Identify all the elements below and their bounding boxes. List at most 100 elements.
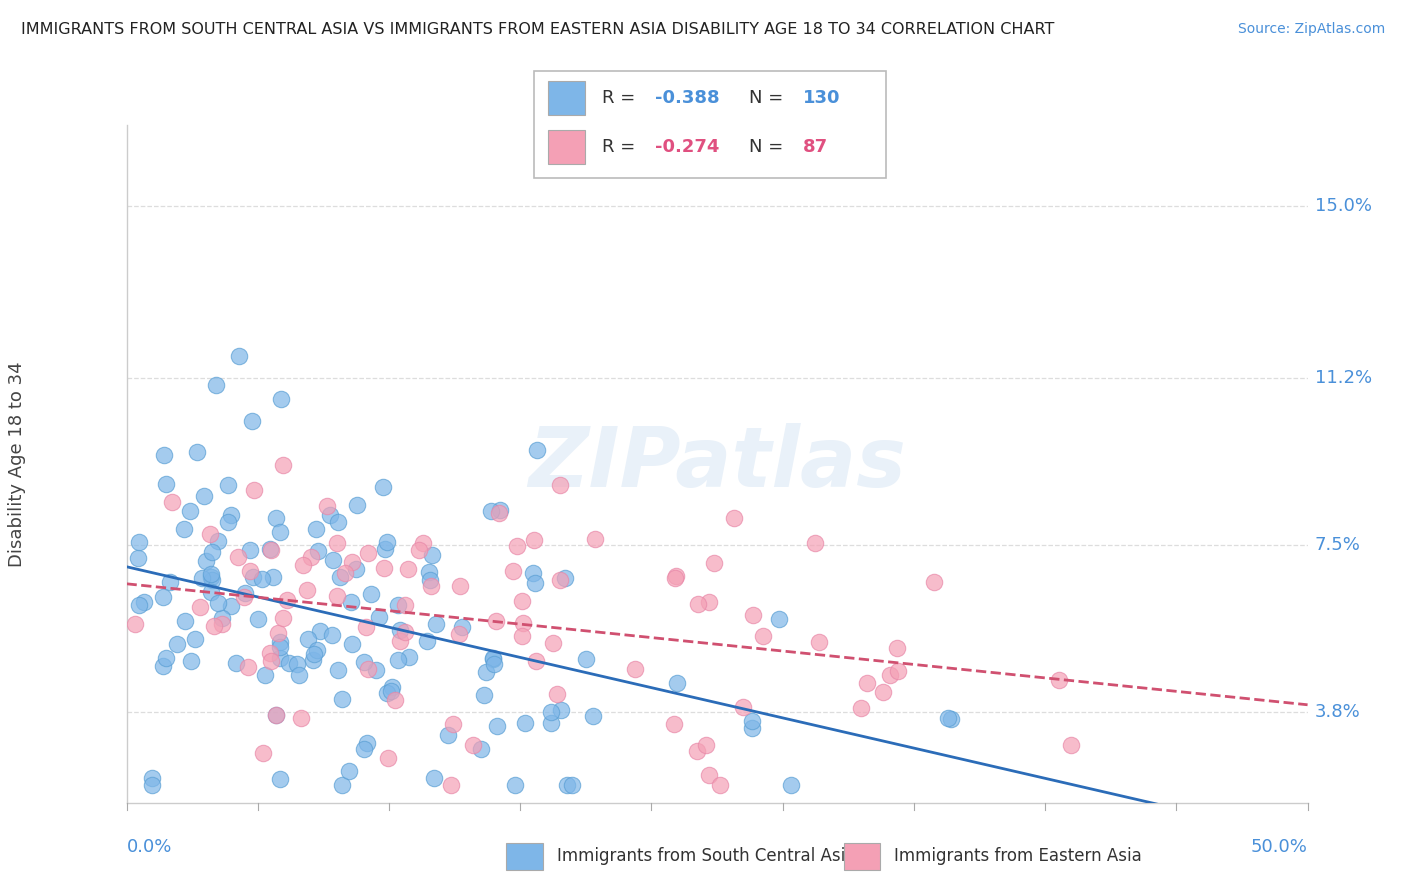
Point: [364, 663, 387, 677]
Point: [264, 511, 287, 525]
Point: [373, 560, 395, 574]
Point: [207, 596, 229, 610]
Text: R =: R =: [602, 138, 641, 156]
Point: [387, 598, 409, 612]
Point: [697, 768, 720, 782]
Point: [264, 708, 287, 723]
Point: [219, 599, 242, 613]
Point: [1047, 673, 1070, 687]
Text: 3.8%: 3.8%: [1315, 704, 1361, 722]
Point: [524, 654, 547, 668]
Point: [419, 574, 441, 588]
Point: [807, 635, 830, 649]
Point: [472, 689, 495, 703]
Point: [319, 508, 342, 523]
Point: [387, 653, 409, 667]
Point: [575, 652, 598, 666]
Point: [354, 620, 377, 634]
Point: [233, 586, 256, 600]
Point: [357, 545, 380, 559]
Point: [554, 571, 576, 585]
Point: [305, 522, 328, 536]
Point: [201, 573, 224, 587]
Point: [703, 556, 725, 570]
Point: [242, 570, 264, 584]
Point: [560, 778, 582, 792]
Point: [155, 651, 177, 665]
Text: -0.388: -0.388: [655, 89, 720, 107]
Point: [330, 691, 353, 706]
Point: [375, 534, 398, 549]
Point: [550, 477, 572, 491]
Point: [141, 771, 163, 785]
Point: [305, 643, 328, 657]
Point: [200, 570, 222, 584]
Point: [360, 587, 382, 601]
Point: [346, 498, 368, 512]
Point: [179, 504, 201, 518]
Point: [515, 715, 537, 730]
Point: [522, 533, 544, 548]
Point: [367, 609, 389, 624]
Point: [463, 738, 485, 752]
Point: [160, 495, 183, 509]
Point: [489, 502, 512, 516]
Point: [155, 477, 177, 491]
Point: [624, 662, 647, 676]
Point: [299, 550, 322, 565]
Point: [482, 657, 505, 671]
Point: [486, 719, 509, 733]
Point: [419, 579, 441, 593]
Point: [228, 349, 250, 363]
Point: [226, 549, 249, 564]
Point: [315, 499, 337, 513]
Point: [271, 458, 294, 472]
Point: [141, 778, 163, 792]
Point: [259, 646, 281, 660]
Point: [423, 771, 446, 785]
Point: [697, 595, 720, 609]
Point: [741, 608, 763, 623]
Point: [731, 700, 754, 714]
Point: [269, 772, 291, 787]
Point: [666, 676, 689, 690]
Point: [269, 525, 291, 540]
Point: [524, 576, 547, 591]
Point: [540, 705, 562, 719]
Point: [166, 637, 188, 651]
Point: [357, 662, 380, 676]
Point: [329, 570, 352, 584]
Point: [936, 711, 959, 725]
Point: [297, 632, 319, 647]
Text: ZIPatlas: ZIPatlas: [529, 424, 905, 504]
Point: [512, 615, 534, 630]
Point: [412, 535, 434, 549]
Point: [152, 590, 174, 604]
Point: [325, 535, 347, 549]
Point: [322, 553, 344, 567]
Point: [420, 548, 443, 562]
Point: [585, 532, 607, 546]
Point: [194, 554, 217, 568]
Point: [779, 778, 801, 792]
Point: [356, 736, 378, 750]
Point: [437, 728, 460, 742]
Point: [271, 610, 294, 624]
Point: [260, 543, 283, 558]
Point: [285, 657, 308, 671]
Point: [308, 624, 330, 639]
Point: [243, 483, 266, 497]
Point: [546, 687, 568, 701]
Point: [124, 616, 146, 631]
Point: [269, 651, 291, 665]
Point: [200, 567, 222, 582]
Point: [418, 565, 440, 579]
Point: [152, 659, 174, 673]
Point: [374, 541, 396, 556]
Point: [377, 686, 399, 700]
Point: [416, 634, 439, 648]
Point: [695, 738, 717, 752]
Point: [333, 566, 356, 580]
Point: [252, 747, 274, 761]
Point: [887, 664, 910, 678]
